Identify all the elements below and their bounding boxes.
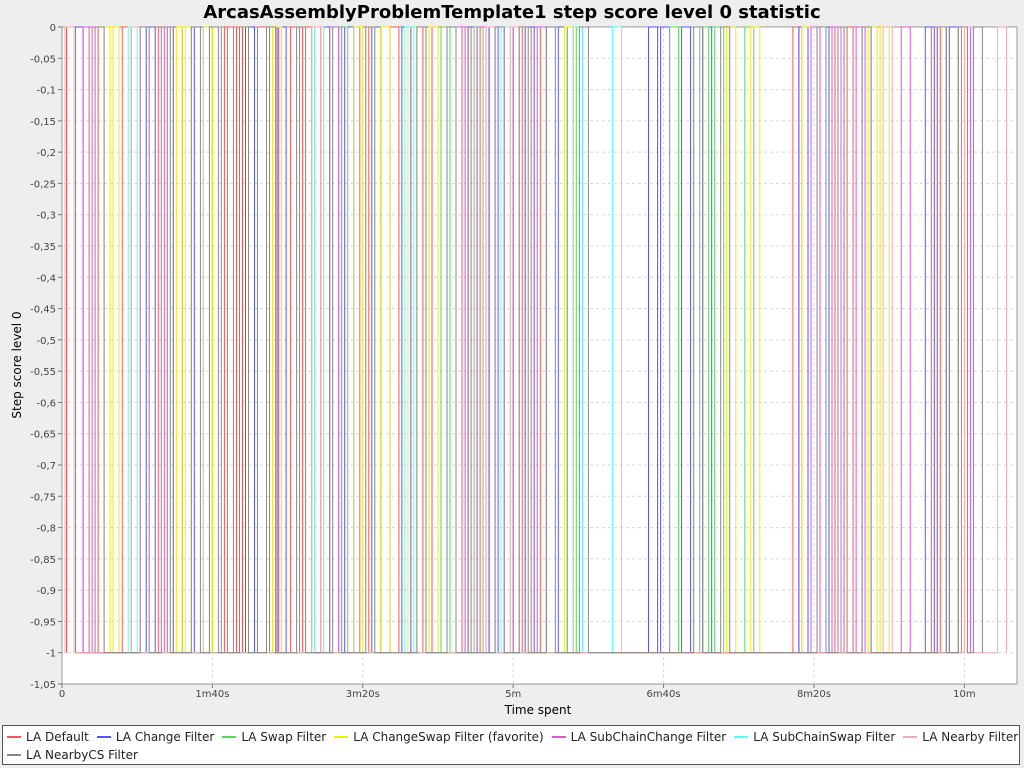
series-line-8 [94, 26, 983, 654]
axes: 0 -0,05 -0,1 -0,15 -0,2 -0,25 -0,3 -0,35 -0,4 -0,… [30, 23, 975, 700]
y-tick-label: -0,4 [36, 273, 56, 284]
legend-item: LA ChangeSwap Filter (favorite) [334, 730, 544, 744]
legend: LA Default LA Change Filter LA Swap Filter… [2, 725, 1020, 765]
legend-label: LA Default [26, 730, 89, 744]
y-tick-label: -0,2 [36, 148, 56, 159]
y-axis-label: Step score level 0 [10, 311, 24, 418]
x-tick-label: 10m [953, 689, 975, 700]
y-tick-label: -0,75 [30, 492, 56, 503]
y-tick-label: -0,45 [30, 305, 56, 316]
legend-row: LA NearbyCS Filter [7, 746, 1015, 764]
legend-label: LA ChangeSwap Filter (favorite) [353, 730, 544, 744]
y-tick-label: 0 [50, 23, 56, 34]
y-tick-label: -0,8 [36, 524, 56, 535]
x-tick-label: 3m20s [346, 689, 380, 700]
y-tick-label: -0,3 [36, 211, 56, 222]
legend-item: LA Swap Filter [222, 730, 326, 744]
y-tick-label: -0,6 [36, 398, 56, 409]
series-lines [64, 26, 1007, 654]
y-tick-label: -0,5 [36, 336, 56, 347]
y-tick-label: -0,55 [30, 367, 56, 378]
legend-item: LA SubChainChange Filter [551, 730, 727, 744]
legend-label: LA Swap Filter [241, 730, 327, 744]
y-tick-label: -0,15 [30, 117, 56, 128]
legend-row: LA Default LA Change Filter LA Swap Filter… [7, 728, 1018, 746]
y-tick-label: -0,05 [30, 54, 56, 65]
plot-area [61, 26, 1018, 685]
x-tick-label: 5m [505, 689, 521, 700]
legend-swatch [334, 736, 349, 738]
y-tick-label: -0,85 [30, 555, 56, 566]
y-tick-label: -0,25 [30, 179, 56, 190]
x-axis-label: Time spent [504, 703, 572, 717]
legend-swatch [7, 754, 21, 756]
y-tick-label: -1 [46, 649, 56, 660]
legend-item: LA SubChainSwap Filter [734, 730, 895, 744]
legend-item: LA Nearby Filter [903, 730, 1018, 744]
legend-swatch [7, 736, 21, 738]
y-tick-label: -0,65 [30, 430, 56, 441]
legend-label: LA SubChainSwap Filter [753, 730, 896, 744]
legend-item: LA Default [7, 730, 89, 744]
legend-item: LA NearbyCS Filter [7, 748, 138, 762]
y-tick-label: -1,05 [30, 680, 56, 691]
x-tick-label: 0 [59, 689, 65, 700]
legend-swatch [734, 736, 749, 738]
legend-item: LA Change Filter [96, 730, 215, 744]
legend-label: LA SubChainChange Filter [570, 730, 727, 744]
y-tick-label: -0,35 [30, 242, 56, 253]
x-tick-label: 6m40s [647, 689, 681, 700]
legend-label: LA NearbyCS Filter [26, 748, 138, 762]
legend-swatch [903, 736, 918, 738]
legend-swatch [551, 736, 566, 738]
legend-label: LA Change Filter [115, 730, 215, 744]
legend-swatch [222, 736, 237, 738]
y-tick-label: -0,95 [30, 617, 56, 628]
series-line-7 [64, 26, 1007, 654]
x-tick-label: 8m20s [797, 689, 831, 700]
chart: ArcasAssemblyProblemTemplate1 step score… [10, 2, 1018, 717]
y-tick-label: -0,1 [36, 86, 56, 97]
chart-title: ArcasAssemblyProblemTemplate1 step score… [203, 2, 820, 23]
legend-swatch [96, 736, 111, 738]
legend-label: LA Nearby Filter [922, 730, 1019, 744]
y-tick-label: -0,9 [36, 586, 56, 597]
x-tick-label: 1m40s [195, 689, 229, 700]
y-tick-label: -0,7 [36, 461, 56, 472]
